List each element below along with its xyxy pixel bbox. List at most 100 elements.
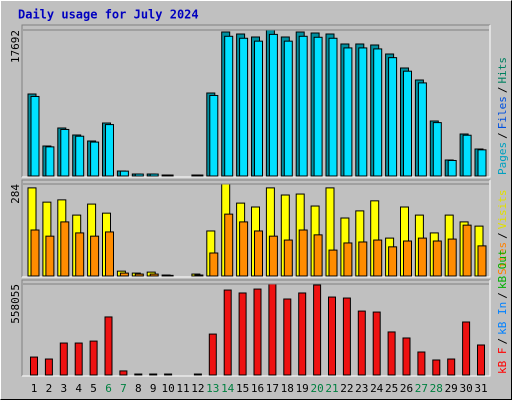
- x-tick-label: 24: [370, 382, 384, 395]
- x-tick-label: 23: [355, 382, 368, 395]
- bar: [328, 37, 338, 177]
- legend-separator: /: [496, 132, 509, 139]
- bar: [209, 252, 219, 277]
- legend-entry: kB F: [496, 348, 509, 375]
- bar: [357, 310, 366, 376]
- bar: [388, 246, 398, 277]
- bar: [60, 128, 70, 177]
- x-tick-label: 15: [236, 382, 249, 395]
- x-tick-label: 16: [251, 382, 264, 395]
- bar: [193, 373, 202, 376]
- bar: [432, 359, 441, 376]
- bar: [342, 297, 351, 376]
- legend-separator: /: [496, 338, 509, 345]
- x-tick-label: 3: [60, 382, 67, 395]
- legend-separator: /: [496, 87, 509, 94]
- bar: [403, 240, 412, 277]
- bar: [254, 230, 263, 277]
- legend-entry: Hits: [496, 57, 509, 84]
- bar: [134, 173, 144, 177]
- x-tick-label: 30: [459, 382, 472, 395]
- x-tick-label: 29: [445, 382, 458, 395]
- x-tick-label: 28: [430, 382, 443, 395]
- bar: [149, 273, 159, 277]
- bar: [328, 249, 338, 277]
- bar: [45, 235, 55, 277]
- x-tick-label: 11: [176, 382, 189, 395]
- x-tick-label: 13: [206, 382, 219, 395]
- bar: [373, 48, 383, 177]
- x-tick-label: 20: [310, 382, 323, 395]
- bar: [134, 273, 144, 277]
- bar: [238, 292, 247, 376]
- bar: [313, 36, 323, 177]
- bar: [402, 337, 411, 376]
- legend-entry: Files: [496, 96, 509, 129]
- bar: [60, 221, 70, 277]
- bar: [104, 316, 113, 376]
- bar: [164, 174, 174, 177]
- bar: [209, 94, 219, 177]
- bar: [373, 239, 383, 277]
- bar: [283, 298, 292, 376]
- panel-border-light: [22, 180, 491, 278]
- bar: [387, 331, 396, 376]
- bar: [283, 239, 293, 277]
- x-tick-label: 5: [90, 382, 97, 395]
- bar: [283, 40, 293, 177]
- x-tick-label: 22: [340, 382, 353, 395]
- y-tick-label: 17692: [9, 30, 22, 63]
- bar: [208, 333, 217, 376]
- bar: [447, 159, 457, 177]
- x-tick-label: 9: [150, 382, 157, 395]
- bar: [30, 229, 40, 277]
- bar: [30, 356, 38, 376]
- panel-border-light: [22, 25, 491, 178]
- bar: [417, 82, 427, 177]
- bar: [343, 242, 353, 277]
- x-tick-label: 14: [221, 382, 235, 395]
- legend-entry: kB Out: [496, 249, 509, 289]
- bar: [119, 370, 128, 376]
- bar: [298, 229, 308, 277]
- bar: [462, 224, 472, 277]
- legend-entry: Visits: [496, 190, 509, 230]
- bar: [268, 283, 277, 376]
- panel-border-light: [22, 280, 491, 377]
- legend-entry: Pages: [496, 142, 509, 175]
- bar: [149, 373, 158, 376]
- x-tick-label: 12: [191, 382, 204, 395]
- panel-border-dark: [21, 279, 490, 376]
- panel-border-dark: [21, 179, 490, 277]
- x-tick-label: 10: [161, 382, 174, 395]
- x-tick-label: 21: [325, 382, 338, 395]
- bar: [59, 342, 68, 376]
- bar: [328, 296, 336, 376]
- bar: [432, 122, 442, 177]
- bar: [462, 134, 472, 177]
- bar: [119, 272, 129, 277]
- bar: [388, 57, 398, 177]
- x-tick-label: 27: [415, 382, 428, 395]
- bar: [194, 174, 204, 177]
- bar: [30, 95, 40, 177]
- bar: [298, 292, 307, 376]
- x-tick-label: 19: [296, 382, 309, 395]
- bar: [477, 149, 487, 177]
- x-tick-label: 17: [266, 382, 279, 395]
- legend-entry: Sites: [496, 242, 509, 275]
- bar: [74, 342, 83, 376]
- legend-separator: /: [496, 292, 509, 299]
- bar: [432, 240, 442, 277]
- bar: [164, 274, 174, 277]
- bar: [224, 213, 234, 277]
- x-tick-label: 8: [135, 382, 142, 395]
- bar: [105, 124, 114, 177]
- x-tick-label: 6: [105, 382, 112, 395]
- bar: [268, 33, 278, 177]
- bar: [224, 35, 234, 177]
- bar: [417, 237, 427, 277]
- x-tick-label: 4: [75, 382, 82, 395]
